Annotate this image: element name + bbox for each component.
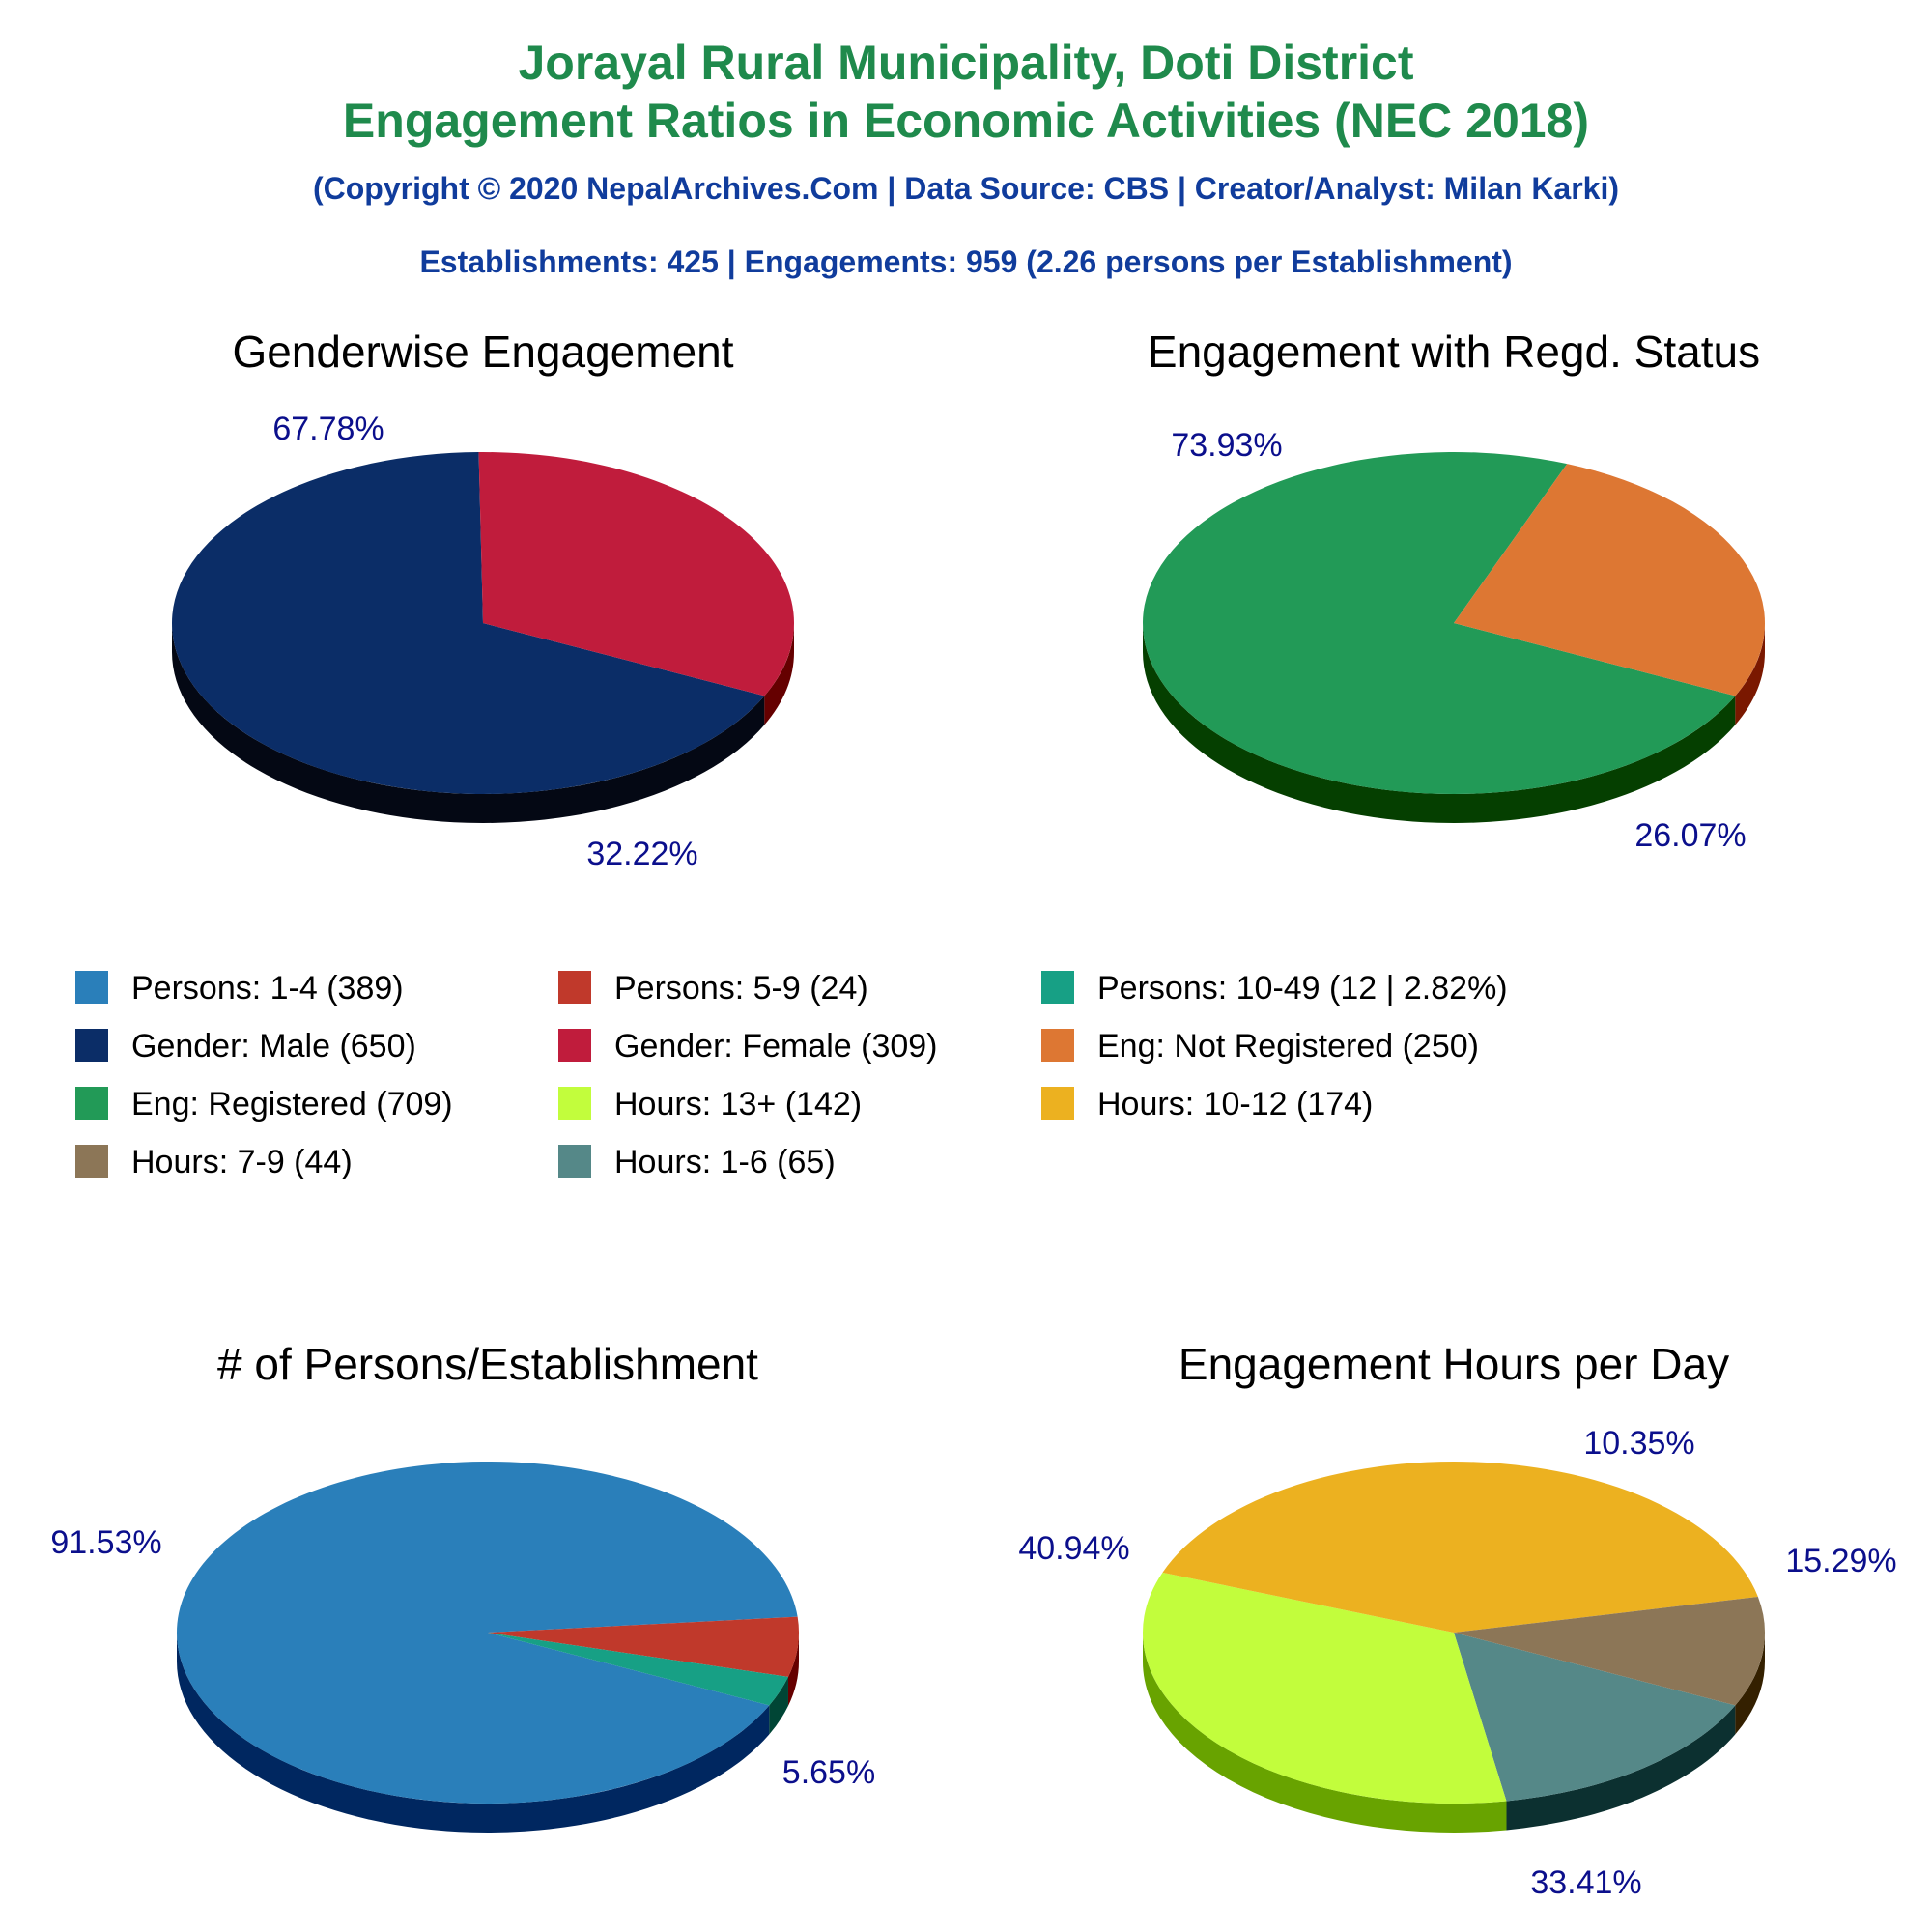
pie-chart-1: Genderwise Engagement 67.78% 32.22%	[171, 327, 795, 872]
main-title-line1: Jorayal Rural Municipality, Doti Distric…	[518, 36, 1413, 90]
pie-slice	[1143, 452, 1736, 795]
slice-percent-label: 15.29%	[1785, 1543, 1896, 1579]
slice-percent-label: 5.65%	[782, 1754, 875, 1791]
pie-side-walls	[176, 1633, 800, 1833]
legend-swatch	[558, 1145, 591, 1178]
pie-title: Engagement Hours per Day	[1179, 1339, 1729, 1389]
pie-slice	[171, 452, 765, 794]
pie-side-wall	[1735, 623, 1765, 725]
pie-slice	[1162, 1462, 1758, 1633]
pie-chart-4: Engagement Hours per Day 15.29% 33.41% 40.9…	[1018, 1339, 1896, 1901]
legend-item: Eng: Registered (709)	[75, 1086, 453, 1122]
legend-swatch	[1041, 1029, 1074, 1062]
legend-label: Eng: Registered (709)	[131, 1086, 453, 1122]
legend-item: Hours: 10-12 (174)	[1041, 1086, 1373, 1122]
legend-item: Hours: 13+ (142)	[558, 1086, 862, 1122]
slice-percent-label: 32.22%	[586, 836, 697, 872]
pie-side-wall	[769, 1676, 788, 1735]
legend-swatch	[558, 1029, 591, 1062]
legend-label: Hours: 13+ (142)	[614, 1086, 862, 1122]
pie-slice	[1454, 1633, 1736, 1802]
pie-chart-2: Engagement with Regd. Status 73.93% 26.07%	[1143, 327, 1766, 854]
legend-item: Persons: 5-9 (24)	[558, 970, 868, 1007]
legend-swatch	[1041, 1087, 1074, 1120]
pie-side-wall	[1143, 1633, 1507, 1833]
pie-charts: Genderwise Engagement 67.78% 32.22% Engagem…	[50, 327, 1896, 1901]
legend-item: Persons: 1-4 (389)	[75, 970, 404, 1007]
slice-percent-label: 33.41%	[1530, 1864, 1641, 1901]
legend-item: Hours: 7-9 (44)	[75, 1144, 353, 1180]
legend-item: Gender: Female (309)	[558, 1028, 938, 1065]
copyright-line: (Copyright © 2020 NepalArchives.Com | Da…	[313, 171, 1619, 206]
legend: Persons: 1-4 (389) Persons: 5-9 (24) Perso…	[75, 970, 1508, 1180]
pie-side-walls	[1143, 623, 1765, 824]
legend-label: Eng: Not Registered (250)	[1097, 1028, 1479, 1065]
legend-label: Hours: 10-12 (174)	[1097, 1086, 1373, 1122]
pie-title: Engagement with Regd. Status	[1148, 327, 1760, 377]
pie-side-wall	[1735, 1633, 1765, 1735]
main-title-line2: Engagement Ratios in Economic Activities…	[343, 94, 1589, 148]
legend-label: Gender: Male (650)	[131, 1028, 416, 1065]
pie-side-wall	[1506, 1705, 1736, 1831]
pie-slice	[1454, 1596, 1766, 1706]
pie-side-walls	[1143, 1633, 1765, 1833]
slice-percent-label: 26.07%	[1634, 817, 1746, 854]
pie-side-wall	[764, 623, 795, 725]
slice-percent-label: 67.78%	[272, 411, 384, 447]
legend-label: Hours: 1-6 (65)	[614, 1144, 836, 1180]
summary-line: Establishments: 425 | Engagements: 959 (…	[419, 244, 1512, 279]
legend-label: Persons: 1-4 (389)	[131, 970, 404, 1007]
slice-percent-label: 10.35%	[1583, 1425, 1694, 1462]
pie-side-walls	[171, 623, 795, 823]
pie-side-wall	[1143, 623, 1736, 824]
pie-slice	[176, 1462, 798, 1804]
legend-swatch	[1041, 971, 1074, 1004]
pie-title: # of Persons/Establishment	[217, 1339, 758, 1389]
pie-slice	[1143, 1572, 1507, 1804]
pie-slice	[488, 1633, 788, 1706]
legend-swatch	[75, 1145, 108, 1178]
legend-swatch	[558, 1087, 591, 1120]
legend-item: Persons: 10-49 (12 | 2.82%)	[1041, 970, 1508, 1007]
pie-side-wall	[176, 1633, 770, 1833]
legend-label: Persons: 5-9 (24)	[614, 970, 868, 1007]
legend-item: Eng: Not Registered (250)	[1041, 1028, 1479, 1065]
legend-item: Gender: Male (650)	[75, 1028, 416, 1065]
legend-label: Persons: 10-49 (12 | 2.82%)	[1097, 970, 1508, 1007]
legend-swatch	[75, 1087, 108, 1120]
slice-percent-label: 73.93%	[1171, 427, 1282, 464]
pie-side-wall	[171, 623, 765, 823]
legend-label: Hours: 7-9 (44)	[131, 1144, 353, 1180]
legend-item: Hours: 1-6 (65)	[558, 1144, 836, 1180]
legend-swatch	[75, 1029, 108, 1062]
pie-chart-3: # of Persons/Establishment 91.53% 5.65%	[50, 1339, 875, 1833]
pie-side-wall	[787, 1633, 800, 1706]
slice-percent-label: 91.53%	[50, 1524, 161, 1561]
slice-percent-label: 40.94%	[1018, 1530, 1129, 1567]
legend-label: Gender: Female (309)	[614, 1028, 938, 1065]
pie-slice	[478, 451, 794, 696]
legend-swatch	[75, 971, 108, 1004]
pie-slice	[488, 1616, 799, 1677]
legend-swatch	[558, 971, 591, 1004]
pie-slice	[1454, 464, 1766, 696]
pie-title: Genderwise Engagement	[232, 327, 733, 377]
